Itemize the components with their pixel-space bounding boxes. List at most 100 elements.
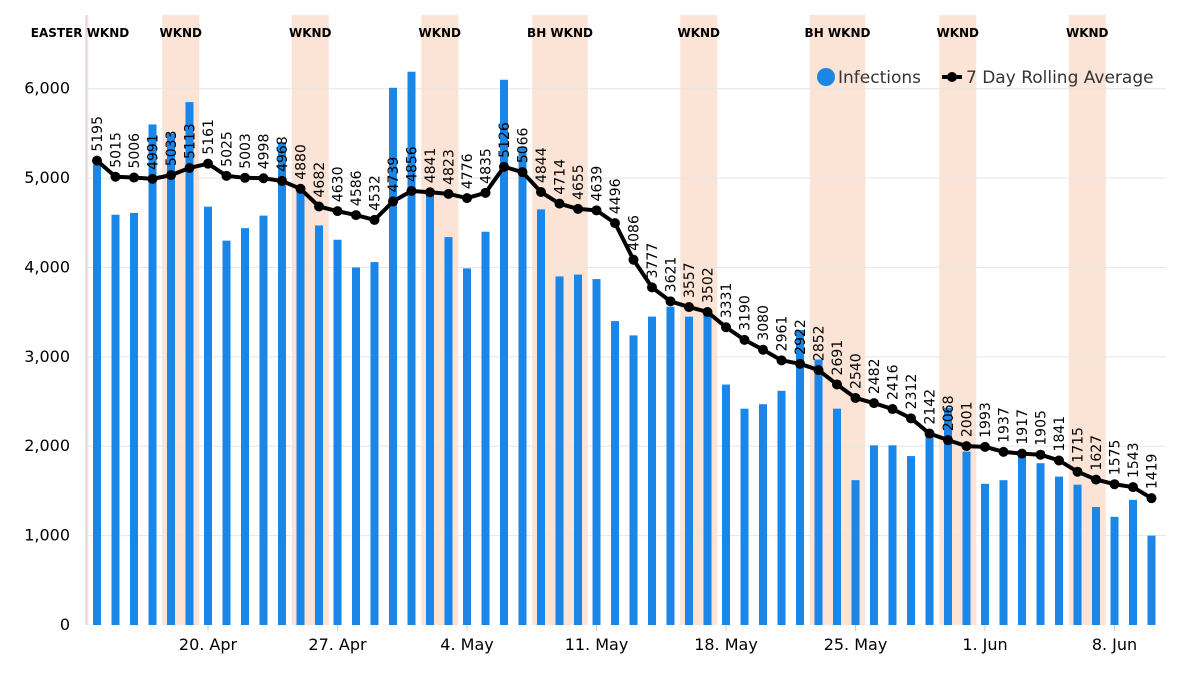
bar <box>925 436 934 625</box>
weekend-shade <box>86 15 89 625</box>
data-label: 4991 <box>146 134 162 170</box>
bar <box>685 316 693 625</box>
line-marker <box>351 210 361 221</box>
line-marker <box>739 334 750 345</box>
bar <box>500 79 508 625</box>
y-tick-label: 6,000 <box>24 79 70 98</box>
line-marker <box>665 296 676 307</box>
data-label: 1905 <box>1034 410 1050 446</box>
x-tick-label: 11. May <box>565 635 629 654</box>
line-marker <box>776 355 787 366</box>
legend-swatch <box>947 72 957 82</box>
bar <box>611 321 619 625</box>
bar <box>703 313 712 625</box>
y-tick-label: 3,000 <box>24 347 70 366</box>
line-marker <box>1035 449 1046 460</box>
bar <box>555 276 564 625</box>
data-label: 5015 <box>109 132 125 168</box>
line-marker <box>92 155 102 166</box>
line-marker <box>850 392 861 403</box>
data-label: 4682 <box>312 162 328 198</box>
y-tick-label: 2,000 <box>24 436 70 455</box>
bar <box>370 262 379 625</box>
data-label: 1937 <box>997 407 1013 443</box>
data-label: 1575 <box>1108 440 1124 476</box>
data-label: 4968 <box>275 136 291 172</box>
data-label: 4880 <box>294 144 310 180</box>
bar <box>777 390 786 625</box>
line-marker <box>610 218 620 229</box>
data-label: 3502 <box>701 267 717 303</box>
bar <box>537 209 545 625</box>
data-label: 4586 <box>349 170 365 206</box>
x-tick-label: 18. May <box>694 635 758 654</box>
data-label: 5006 <box>127 133 143 169</box>
shade-label: EASTER WKND <box>31 26 130 40</box>
data-label: 4714 <box>553 159 569 195</box>
line-marker <box>869 398 879 409</box>
bar <box>944 407 952 625</box>
y-tick-label: 5,000 <box>24 168 70 187</box>
data-label: 2312 <box>904 374 920 410</box>
line-marker <box>554 198 565 209</box>
bar <box>1147 535 1156 625</box>
data-label: 4086 <box>627 215 643 251</box>
line-marker <box>480 187 491 198</box>
shade-label: WKND <box>418 26 461 40</box>
data-label: 3190 <box>738 295 754 331</box>
bar <box>592 279 601 625</box>
line-marker <box>203 158 213 169</box>
line-marker <box>1054 455 1064 466</box>
line-marker <box>129 172 139 183</box>
bar <box>333 239 342 625</box>
bar <box>999 480 1008 625</box>
data-label: 1993 <box>978 402 994 438</box>
line-marker <box>795 358 805 369</box>
bar <box>1110 516 1119 625</box>
data-label: 2482 <box>867 359 883 395</box>
data-label: 5003 <box>238 133 254 169</box>
bar <box>259 215 268 625</box>
line-marker <box>258 173 269 184</box>
line-marker <box>980 441 990 452</box>
line-marker <box>536 187 546 198</box>
shade-label: WKND <box>159 26 202 40</box>
bar <box>444 237 453 625</box>
data-label: 3621 <box>664 257 680 293</box>
bar <box>204 206 212 625</box>
data-label: 3777 <box>645 243 661 279</box>
shade-label: WKND <box>1066 26 1109 40</box>
bar <box>185 102 194 626</box>
line-marker <box>684 302 694 313</box>
line-marker <box>388 196 398 207</box>
line-marker <box>1017 448 1027 459</box>
shade-label: WKND <box>289 26 332 40</box>
data-label: 3080 <box>756 305 772 341</box>
bar <box>888 445 897 625</box>
data-label: 4639 <box>590 166 606 202</box>
bar <box>759 404 767 625</box>
data-label: 2691 <box>830 340 846 376</box>
data-label: 4776 <box>460 153 476 189</box>
bar <box>814 359 823 625</box>
line-marker <box>1128 482 1138 493</box>
line-marker <box>998 446 1009 457</box>
line-marker <box>758 344 768 355</box>
data-label: 2961 <box>775 316 791 352</box>
data-label: 1543 <box>1126 442 1142 478</box>
line-marker <box>221 170 232 181</box>
y-tick-label: 0 <box>60 615 70 634</box>
line-marker <box>887 404 898 415</box>
data-label: 5033 <box>164 130 180 166</box>
data-label: 4844 <box>534 147 550 183</box>
data-label: 4655 <box>571 164 587 200</box>
x-tick-label: 27. Apr <box>308 635 367 654</box>
bar <box>833 408 841 625</box>
line-marker <box>1109 479 1120 490</box>
bar <box>851 480 860 625</box>
line-marker <box>369 214 380 225</box>
x-tick-label: 4. May <box>440 635 493 654</box>
line-marker <box>240 172 250 183</box>
line-marker <box>591 205 602 216</box>
